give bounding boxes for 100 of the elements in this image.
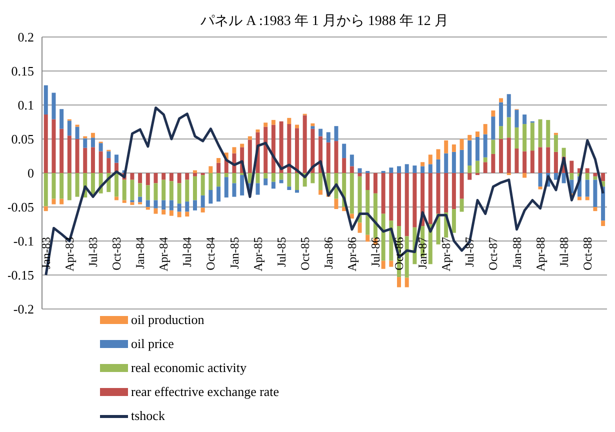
bar (256, 173, 260, 184)
bar (491, 140, 496, 154)
bar (310, 123, 315, 126)
bar (538, 173, 542, 187)
bar (460, 198, 464, 212)
bar (256, 183, 260, 195)
bar (146, 207, 150, 210)
bar (130, 202, 134, 205)
bar (499, 98, 504, 102)
bar (491, 154, 496, 173)
bar (271, 182, 276, 189)
bar (436, 159, 440, 173)
bar (366, 190, 370, 235)
bar (294, 124, 299, 128)
bar (224, 173, 228, 178)
bar (358, 168, 362, 173)
bar (522, 124, 527, 152)
x-tick-label: Jan-87 (416, 237, 430, 269)
bar (177, 204, 182, 212)
bar (162, 180, 166, 200)
bar (483, 162, 488, 173)
bar (506, 138, 511, 173)
bar (60, 198, 64, 204)
bar (279, 121, 284, 173)
bar (208, 166, 213, 173)
bar (491, 110, 496, 117)
bar (302, 115, 307, 173)
bar (52, 92, 56, 120)
bar (350, 154, 354, 166)
bar (318, 128, 323, 136)
x-tick-label: Jul-88 (556, 237, 571, 267)
bar (483, 134, 488, 158)
bar (593, 207, 598, 212)
bar (287, 186, 292, 190)
bar (106, 158, 111, 173)
bar (271, 124, 276, 173)
bar (162, 173, 166, 180)
bar (138, 183, 142, 197)
bar (546, 120, 550, 148)
y-tick-label: -0.1 (13, 234, 34, 249)
bar (67, 136, 72, 173)
bar (52, 198, 56, 204)
bar (593, 176, 598, 180)
bar (162, 210, 166, 214)
bar (444, 140, 448, 154)
bar (60, 109, 64, 129)
bar (373, 173, 378, 194)
bar (436, 173, 440, 214)
x-tick-label: Jan-84 (133, 237, 148, 269)
bar (397, 166, 402, 173)
bar (342, 144, 346, 158)
bar (154, 183, 158, 200)
bar (177, 173, 182, 184)
y-tick-label: 0.2 (18, 30, 34, 45)
bar (75, 173, 80, 197)
bar (428, 154, 432, 164)
bar (491, 116, 496, 140)
bar (122, 200, 126, 203)
bar (169, 200, 174, 210)
x-tick-label: Jan-85 (227, 237, 242, 269)
bar (162, 200, 166, 210)
bar (593, 173, 598, 176)
bar (452, 209, 456, 233)
bar (75, 139, 80, 173)
bar (256, 129, 260, 132)
bar (310, 173, 315, 184)
bar (67, 120, 72, 136)
bar (264, 122, 268, 127)
chart-title: パネル A :1983 年 1 月から 1988 年 12 月 (200, 12, 450, 30)
bar (506, 94, 511, 118)
bar (389, 168, 394, 173)
bar (232, 173, 236, 184)
bar (200, 208, 205, 212)
bar (154, 173, 158, 184)
bar (358, 176, 362, 223)
bar (216, 173, 221, 187)
bar (366, 173, 370, 190)
bar (522, 173, 527, 178)
x-tick-label: Apr-87 (439, 237, 454, 272)
legend-label: tshock (131, 408, 165, 424)
bar (601, 220, 606, 226)
bar (585, 173, 590, 180)
bar (169, 210, 174, 216)
bar (52, 119, 56, 173)
x-tick-label: Oct-86 (392, 237, 406, 270)
bar (90, 138, 95, 148)
bar (318, 173, 323, 190)
bar (562, 173, 566, 184)
bar (169, 181, 174, 200)
bar (420, 162, 425, 166)
bar (318, 190, 323, 195)
y-tick-label: 0 (28, 166, 34, 181)
bar (350, 214, 354, 219)
bar (428, 173, 432, 224)
bar (389, 260, 394, 267)
bar (397, 173, 402, 226)
x-tick-label: Oct-88 (580, 237, 594, 270)
bar (334, 126, 338, 142)
x-tick-label: Oct-87 (486, 237, 500, 270)
y-tick-label: 0.15 (11, 64, 34, 79)
